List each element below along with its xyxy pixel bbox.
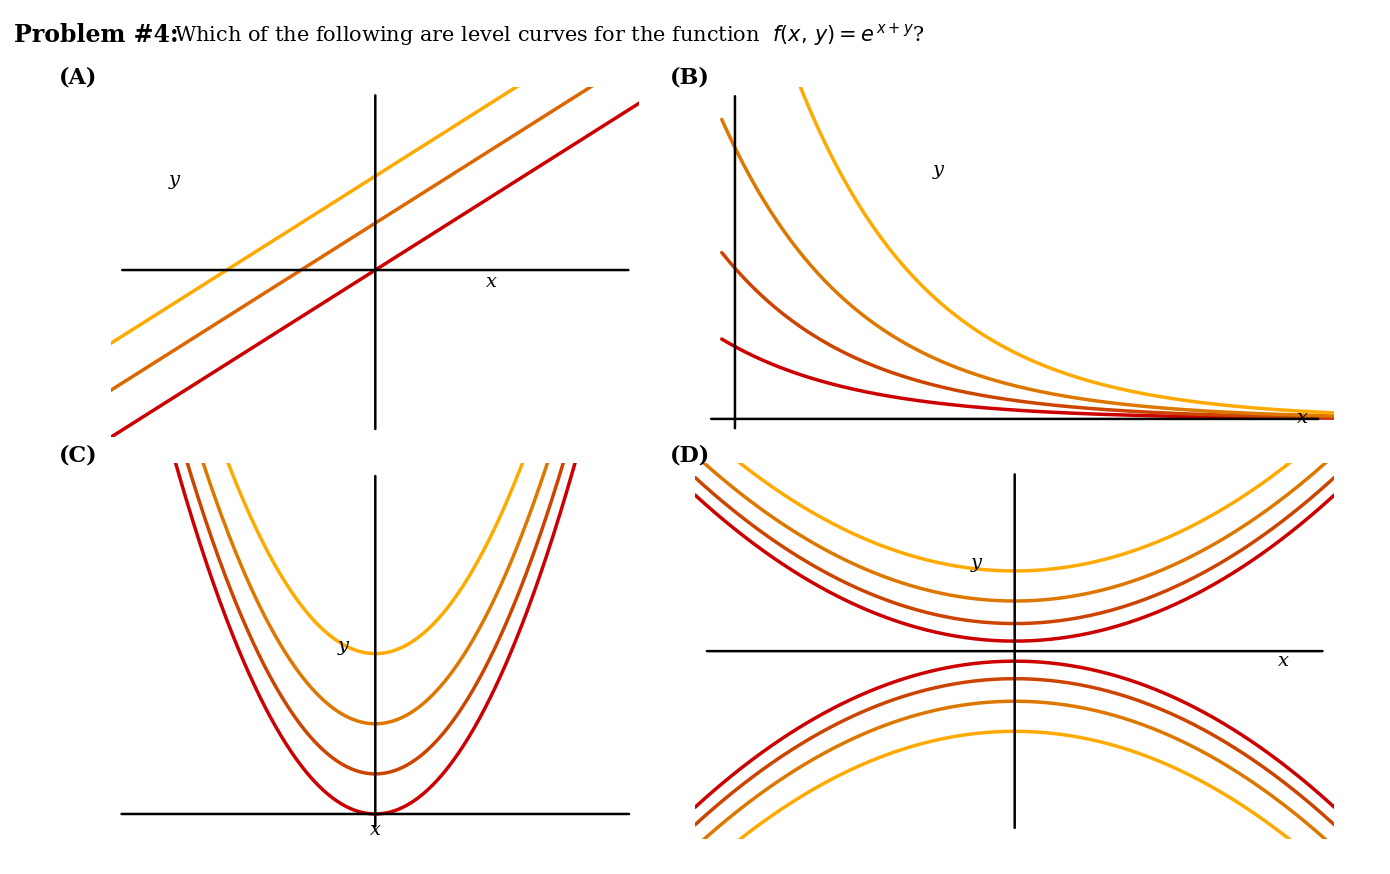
Text: (A): (A) — [58, 66, 97, 88]
Text: x: x — [486, 273, 498, 291]
Text: x: x — [1277, 652, 1289, 670]
Text: x: x — [1297, 409, 1308, 427]
Text: (B): (B) — [670, 66, 709, 88]
Text: Problem #4:: Problem #4: — [14, 23, 178, 47]
Text: (D): (D) — [670, 444, 710, 467]
Text: y: y — [933, 161, 944, 179]
Text: y: y — [970, 554, 981, 572]
Text: y: y — [170, 171, 181, 190]
Text: y: y — [338, 637, 349, 656]
Text: Which of the following are level curves for the function  $f(x,\, y) = e^{\,x+y}: Which of the following are level curves … — [174, 21, 924, 49]
Text: x: x — [370, 822, 381, 839]
Text: (C): (C) — [58, 444, 97, 467]
